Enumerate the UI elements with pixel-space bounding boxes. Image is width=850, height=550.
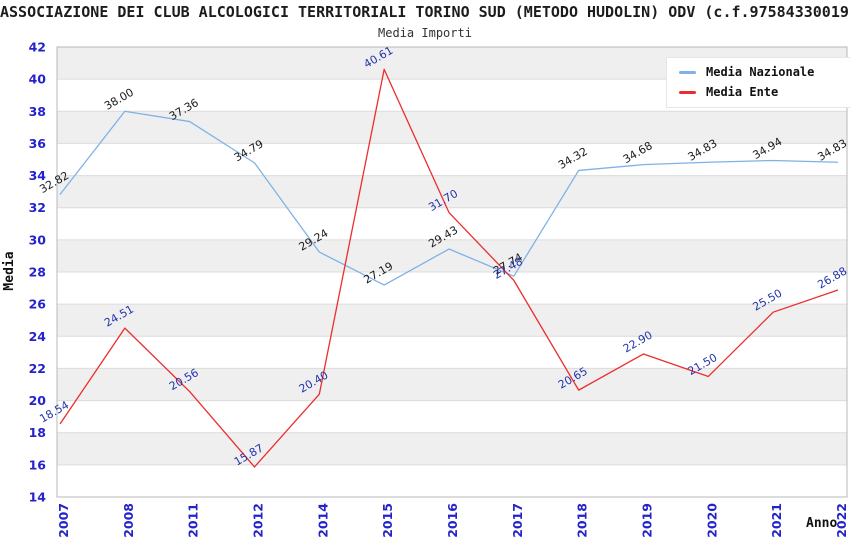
y-tick-label: 42 — [29, 40, 46, 55]
y-tick-label: 26 — [29, 297, 47, 312]
x-tick-label: 2014 — [315, 503, 330, 538]
x-tick-label: 2018 — [575, 503, 590, 538]
x-tick-label: 2019 — [640, 503, 655, 538]
y-axis-title: Media — [2, 251, 17, 291]
x-tick-label: 2008 — [121, 503, 136, 538]
plot-band — [57, 464, 847, 497]
legend-label-media-nazionale: Media Nazionale — [706, 65, 815, 79]
y-tick-label: 16 — [29, 457, 47, 472]
legend: Media Nazionale Media Ente — [666, 57, 850, 108]
plot-band — [57, 432, 847, 465]
plot-band — [57, 368, 847, 401]
series-line-media-ente — [59, 68, 839, 468]
x-tick-label: 2011 — [186, 503, 201, 538]
legend-item-media-ente[interactable]: Media Ente — [667, 82, 850, 102]
x-tick-label: 2017 — [510, 503, 525, 538]
plot-band — [57, 175, 847, 208]
y-tick-label: 14 — [29, 490, 47, 505]
plot-band — [57, 400, 847, 433]
plot-band — [57, 143, 847, 176]
plot-band — [57, 304, 847, 337]
x-tick-label: 2012 — [251, 503, 266, 538]
x-tick-label: 2016 — [445, 503, 460, 538]
y-tick-label: 18 — [29, 425, 46, 440]
y-tick-label: 34 — [29, 168, 47, 183]
y-tick-label: 28 — [29, 265, 46, 280]
legend-item-media-nazionale[interactable]: Media Nazionale — [667, 62, 850, 82]
y-tick-label: 20 — [29, 393, 47, 408]
legend-swatch-media-nazionale — [679, 70, 696, 74]
y-tick-label: 24 — [29, 329, 47, 344]
x-tick-label: 2015 — [380, 503, 395, 538]
plot-band — [57, 272, 847, 305]
plot-band — [57, 239, 847, 272]
plot-band — [57, 336, 847, 369]
y-tick-label: 22 — [29, 361, 46, 376]
y-tick-label: 32 — [29, 200, 46, 215]
x-tick-label: 2022 — [834, 503, 849, 538]
plot-band — [57, 111, 847, 144]
x-tick-label: 2021 — [769, 503, 784, 538]
y-tick-label: 30 — [29, 232, 47, 247]
x-tick-label: 2020 — [704, 503, 719, 538]
chart-title: ASSOCIAZIONE DEI CLUB ALCOLOGICI TERRITO… — [0, 3, 850, 21]
plot-band — [57, 207, 847, 240]
x-tick-label: 2007 — [56, 503, 71, 538]
x-axis-title: Anno — [806, 516, 838, 531]
y-tick-label: 36 — [29, 136, 47, 151]
legend-label-media-ente: Media Ente — [706, 85, 779, 99]
plot-border — [56, 46, 848, 498]
y-tick-label: 40 — [29, 72, 47, 87]
series-line-media-nazionale — [59, 110, 839, 286]
y-tick-label: 38 — [29, 104, 46, 119]
legend-swatch-media-ente — [679, 90, 696, 94]
chart-subtitle: Media Importi — [378, 26, 472, 40]
